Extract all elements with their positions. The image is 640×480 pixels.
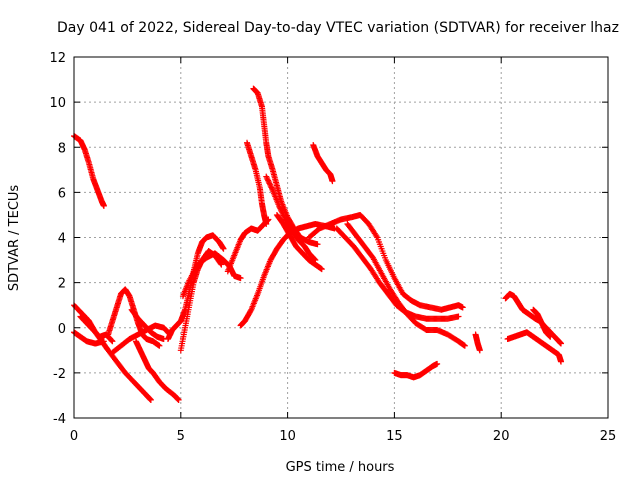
series-arc-18 [310,141,336,185]
series-arc-19 [305,211,466,313]
data-point [217,260,224,267]
data-point [276,204,283,211]
chart-title: Day 041 of 2022, Sidereal Day-to-day VTE… [57,20,619,36]
data-point [109,338,116,345]
data-point [108,336,115,343]
series-arc-8 [128,306,167,343]
data-point [455,313,462,320]
x-tick-label: 20 [493,429,510,444]
data-point [279,209,286,216]
data-point [247,307,254,314]
x-tick-label: 0 [70,429,78,444]
data-point [175,396,182,403]
y-tick-label: 6 [58,186,66,201]
data-point [266,180,273,187]
data-point [278,208,285,215]
y-tick-label: 12 [49,51,66,66]
data-point [281,213,288,220]
data-point [276,202,283,209]
data-point [314,241,321,248]
y-tick-label: 10 [49,96,66,111]
y-tick-label: -4 [53,412,66,427]
data-point [280,212,287,219]
data-point [277,205,284,212]
series-arc-17 [273,211,325,273]
y-axis-label: SDTVAR / TECUs [7,185,22,292]
series-arc-12 [224,216,272,275]
data-point [269,185,276,192]
data-point [265,178,272,185]
data-point [156,342,163,349]
series-arc-3 [71,329,107,347]
series-arc-14 [244,139,270,227]
data-point [267,181,274,188]
series-arc-11 [179,250,244,300]
data-point [108,337,115,344]
x-tick-label: 15 [386,429,403,444]
x-tick-label: 10 [279,429,296,444]
data-point [263,174,270,181]
series-arc-23 [472,331,483,354]
data-point [220,245,227,252]
series-arc-9 [164,232,227,343]
data-point [100,202,107,209]
data-point [279,211,286,218]
data-point [265,177,272,184]
data-point [277,206,284,213]
series-arc-22 [391,360,441,381]
series-arc-1 [71,132,107,209]
data-point [263,173,270,180]
y-tick-label: 4 [58,232,66,247]
data-point [267,183,274,190]
data-point [459,304,466,311]
data-point [263,220,270,227]
y-tick-label: 2 [58,277,66,292]
data-point [147,396,154,403]
x-tick-label: 25 [600,429,617,444]
data-point [373,233,380,240]
series-arc-21 [344,220,468,349]
data-point [318,266,325,273]
y-tick-label: 8 [58,141,66,156]
x-axis-label: GPS time / hours [286,460,395,475]
data-point [237,275,244,282]
x-tick-label: 5 [177,429,185,444]
data-point [268,184,275,191]
series-arc-16 [263,173,319,264]
data-point [264,176,271,183]
series-arc-7 [132,338,182,403]
grid [74,57,608,418]
y-tick-label: -2 [53,367,66,382]
data-point [100,338,107,345]
series-arc-15 [250,85,321,248]
data-marks [71,85,565,403]
data-point [329,178,336,185]
data-point [218,261,225,268]
y-tick-label: 0 [58,322,66,337]
